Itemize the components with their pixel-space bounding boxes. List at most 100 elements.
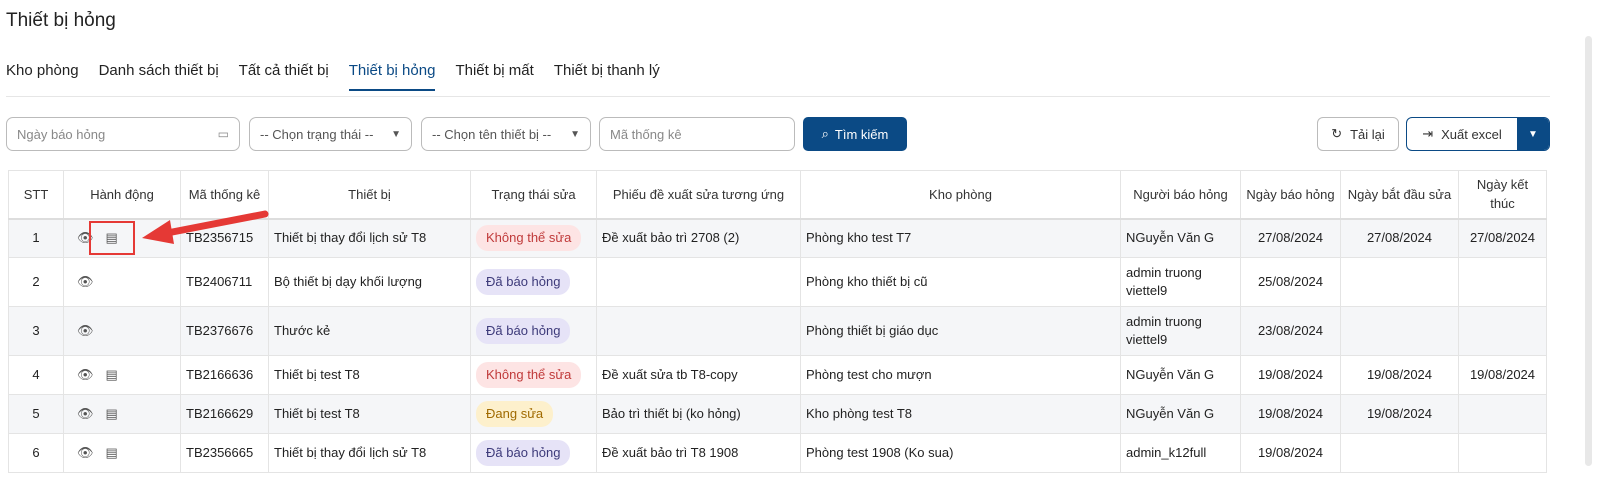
broken-devices-table: STT Hành động Mã thống kê Thiết bị Trạng thá… — [8, 170, 1547, 473]
device-select-value: -- Chọn tên thiết bị -- — [432, 126, 552, 142]
end-date-cell: 27/08/2024 — [1458, 218, 1547, 258]
status-select-value: -- Chọn trạng thái -- — [260, 126, 374, 142]
eye-icon[interactable]: 👁︎ — [77, 367, 94, 382]
actions-cell: 👁︎ — [63, 257, 181, 307]
tab-thanh-ly[interactable]: Thiết bị thanh lý — [553, 62, 660, 79]
device-cell: Thước kẻ — [268, 306, 471, 356]
column-header: Trạng thái sửa — [470, 170, 597, 220]
table-row[interactable]: 5 👁︎ ▤ TB2166629 Thiết bị test T8 Đang sử… — [8, 394, 1547, 434]
status-cell: Không thể sửa — [470, 355, 597, 395]
status-badge: Đã báo hỏng — [476, 440, 571, 466]
room-cell: Phòng kho test T7 — [800, 218, 1121, 258]
code-input[interactable]: Mã thống kê — [599, 117, 795, 151]
status-cell: Đang sửa — [470, 394, 597, 434]
device-cell: Thiết bị thay đổi lịch sử T8 — [268, 218, 471, 258]
tab-kho-phong[interactable]: Kho phòng — [6, 62, 79, 79]
export-dropdown-caret-icon[interactable]: ▼ — [1517, 118, 1549, 150]
scrollbar[interactable] — [1560, 0, 1600, 482]
table-row[interactable]: 3 👁︎ TB2376676 Thước kẻ Đã báo hỏng Phòn… — [8, 306, 1547, 356]
eye-icon[interactable]: 👁︎ — [77, 445, 94, 460]
column-header: Phiếu đề xuất sửa tương ứng — [596, 170, 801, 220]
export-main[interactable]: ⇥ Xuất excel — [1407, 118, 1517, 150]
eye-icon[interactable]: 👁︎ — [77, 323, 94, 338]
proposal-cell — [596, 306, 801, 356]
code-cell: TB2166629 — [180, 394, 269, 434]
date-input[interactable]: Ngày báo hỏng ▭ — [6, 117, 240, 151]
document-icon[interactable]: ▤ — [105, 367, 118, 382]
document-icon[interactable]: ▤ — [105, 406, 118, 421]
column-header: Ngày kết thúc — [1458, 170, 1547, 220]
room-cell: Kho phòng test T8 — [800, 394, 1121, 434]
proposal-cell — [596, 257, 801, 307]
document-icon[interactable]: ▤ — [105, 445, 118, 460]
search-button[interactable]: ⌕ Tìm kiếm — [803, 117, 907, 151]
annotation-highlight-box — [89, 221, 135, 255]
reload-label: Tải lại — [1350, 126, 1385, 142]
code-cell: TB2376676 — [180, 306, 269, 356]
column-header: STT — [8, 170, 64, 220]
reporter-cell: admin truong viettel9 — [1120, 257, 1241, 307]
export-excel-button[interactable]: ⇥ Xuất excel ▼ — [1406, 117, 1550, 151]
start-date-cell: 19/08/2024 — [1340, 394, 1459, 434]
status-select[interactable]: -- Chọn trạng thái -- ▼ — [249, 117, 412, 151]
tab-danh-sach[interactable]: Danh sách thiết bị — [98, 62, 219, 79]
proposal-cell: Bảo trì thiết bị (ko hỏng) — [596, 394, 801, 434]
stt-cell: 5 — [8, 394, 64, 434]
column-header: Thiết bị — [268, 170, 471, 220]
start-date-cell: 27/08/2024 — [1340, 218, 1459, 258]
reported-date-cell: 19/08/2024 — [1240, 433, 1341, 473]
table-row[interactable]: 4 👁︎ ▤ TB2166636 Thiết bị test T8 Không t… — [8, 355, 1547, 395]
export-label: Xuất excel — [1441, 126, 1502, 142]
code-cell: TB2356665 — [180, 433, 269, 473]
refresh-icon: ↻ — [1331, 126, 1343, 141]
proposal-cell: Đề xuất bảo trì 2708 (2) — [596, 218, 801, 258]
tab-tat-ca[interactable]: Tất cả thiết bị — [238, 62, 329, 79]
stt-cell: 6 — [8, 433, 64, 473]
reporter-cell: admin truong viettel9 — [1120, 306, 1241, 356]
actions-cell: 👁︎ — [63, 306, 181, 356]
eye-icon[interactable]: 👁︎ — [77, 406, 94, 421]
eye-icon[interactable]: 👁︎ — [77, 274, 94, 289]
status-badge: Đã báo hỏng — [476, 269, 571, 295]
room-cell: Phòng test 1908 (Ko sua) — [800, 433, 1121, 473]
status-cell: Đã báo hỏng — [470, 257, 597, 307]
reporter-cell: NGuyễn Văn G — [1120, 218, 1241, 258]
device-cell: Thiết bị test T8 — [268, 355, 471, 395]
column-header: Ngày báo hỏng — [1240, 170, 1341, 220]
chevron-down-icon: ▼ — [391, 128, 401, 140]
reported-date-cell: 25/08/2024 — [1240, 257, 1341, 307]
date-placeholder: Ngày báo hỏng — [17, 126, 106, 142]
stt-cell: 3 — [8, 306, 64, 356]
reload-button[interactable]: ↻ Tải lại — [1317, 117, 1399, 151]
table-row[interactable]: 6 👁︎ ▤ TB2356665 Thiết bị thay đổi lịch s… — [8, 433, 1547, 473]
start-date-cell — [1340, 433, 1459, 473]
device-select[interactable]: -- Chọn tên thiết bị -- ▼ — [421, 117, 591, 151]
tab-bar: Kho phòng Danh sách thiết bị Tất cả thiế… — [6, 62, 680, 91]
export-icon: ⇥ — [1422, 126, 1434, 141]
status-badge: Đang sửa — [476, 401, 554, 427]
search-label: Tìm kiếm — [834, 126, 889, 142]
code-cell: TB2406711 — [180, 257, 269, 307]
start-date-cell — [1340, 306, 1459, 356]
divider — [6, 96, 1550, 97]
code-placeholder: Mã thống kê — [610, 126, 682, 142]
tab-thiet-bi-hong[interactable]: Thiết bị hỏng — [348, 62, 436, 91]
reporter-cell: admin_k12full — [1120, 433, 1241, 473]
table-row[interactable]: 2 👁︎ TB2406711 Bộ thiết bị dạy khối lượn… — [8, 257, 1547, 307]
reported-date-cell: 27/08/2024 — [1240, 218, 1341, 258]
scrollbar-thumb[interactable] — [1585, 36, 1592, 466]
reporter-cell: NGuyễn Văn G — [1120, 394, 1241, 434]
reported-date-cell: 19/08/2024 — [1240, 355, 1341, 395]
code-cell: TB2166636 — [180, 355, 269, 395]
search-icon: ⌕ — [821, 126, 829, 141]
stt-cell: 1 — [8, 218, 64, 258]
status-badge: Đã báo hỏng — [476, 318, 571, 344]
stt-cell: 2 — [8, 257, 64, 307]
actions-cell: 👁︎ ▤ — [63, 355, 181, 395]
status-cell: Đã báo hỏng — [470, 306, 597, 356]
start-date-cell — [1340, 257, 1459, 307]
page-title: Thiết bị hỏng — [6, 10, 116, 31]
room-cell: Phòng kho thiết bị cũ — [800, 257, 1121, 307]
tab-thiet-bi-mat[interactable]: Thiết bị mất — [455, 62, 534, 79]
document-icon[interactable]: ▤ — [105, 230, 118, 246]
